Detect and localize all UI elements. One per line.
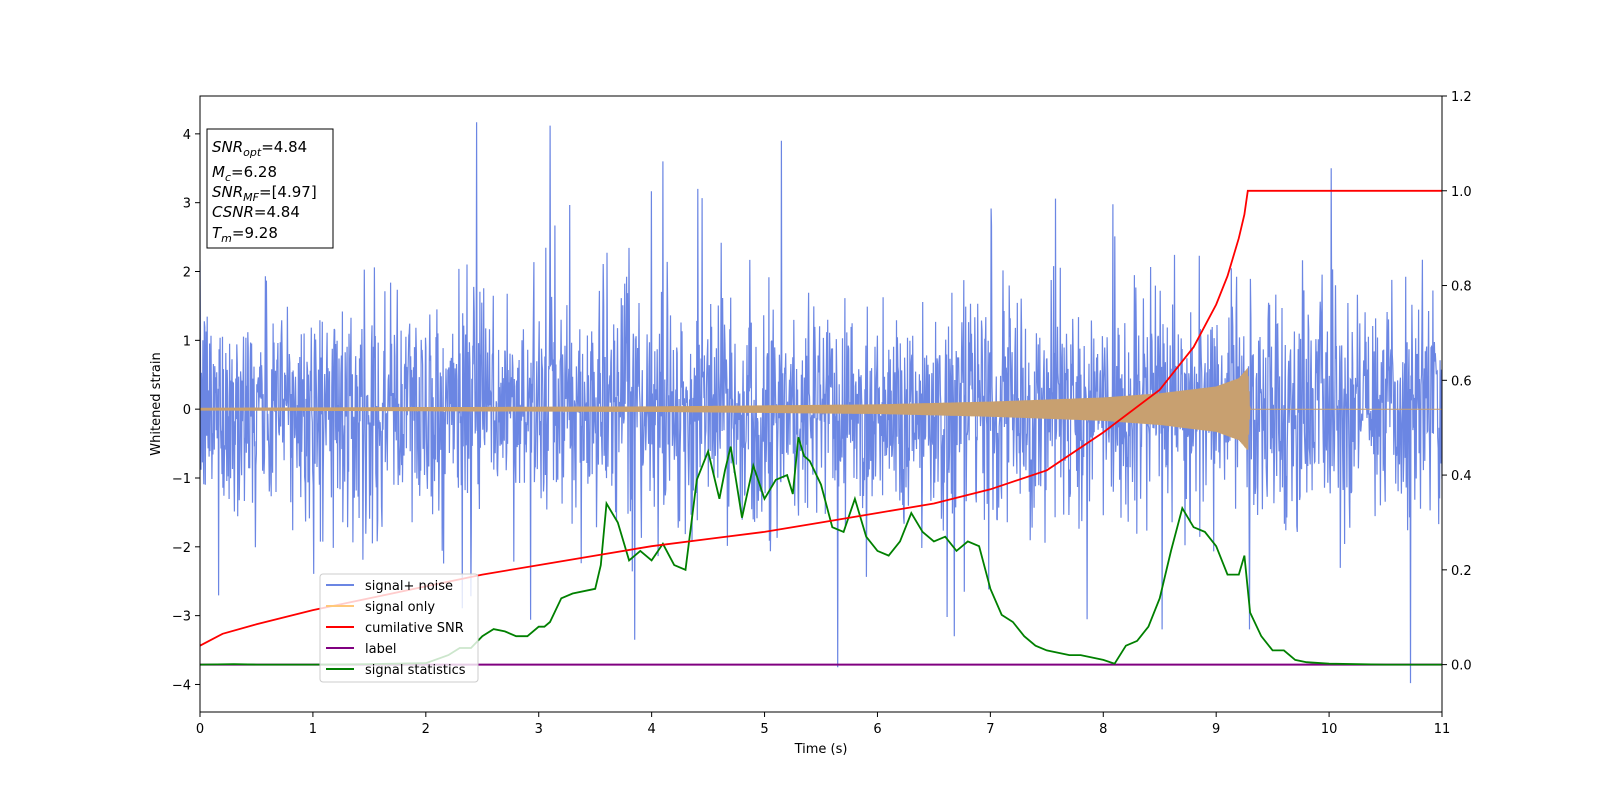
x-tick-label: 4	[647, 722, 655, 737]
x-tick-label: 8	[1099, 722, 1107, 737]
x-tick-label: 7	[986, 722, 994, 737]
info-snr-opt-value: 4.84	[274, 138, 307, 156]
info-mc-value: 6.28	[244, 163, 277, 181]
y-left-tick-label: −1	[172, 472, 191, 487]
legend-item-signal-statistics: signal statistics	[326, 663, 466, 678]
y-right-tick-label: 0.6	[1451, 374, 1472, 389]
legend-label: cumilative SNR	[365, 621, 464, 636]
legend-item-label: label	[326, 642, 396, 657]
legend-label: signal+ noise	[365, 579, 453, 594]
x-tick-label: 2	[422, 722, 430, 737]
legend-item-signal-noise: signal+ noise	[326, 579, 453, 594]
y-left-axis-ticks: 4 3 2 1 0 −1 −2 −3 −4	[172, 128, 200, 693]
x-tick-label: 9	[1212, 722, 1220, 737]
x-tick-label: 6	[873, 722, 881, 737]
legend-frame	[319, 573, 479, 683]
info-csnr-value: 4.84	[267, 203, 300, 221]
y-left-tick-label: −2	[172, 541, 191, 556]
x-axis-label: Time (s)	[794, 742, 848, 757]
info-tm-value: 9.28	[244, 224, 277, 242]
x-tick-label: 3	[535, 722, 543, 737]
y-left-tick-label: −3	[172, 610, 191, 625]
y-left-tick-label: 2	[183, 266, 191, 281]
info-snr-opt: SNRopt=4.84	[212, 138, 307, 159]
y-left-tick-label: 1	[183, 334, 191, 349]
legend-item-cumulative-snr: cumilative SNR	[326, 621, 464, 636]
y-right-axis-ticks: 1.2 1.0 0.8 0.6 0.4 0.2 0.0	[1442, 90, 1472, 674]
info-box: SNRopt=4.84 Mc=6.28 SNRMF=[4.97] CSNR=4.…	[206, 128, 334, 249]
legend: signal+ noise signal only cumilative SNR la…	[319, 573, 479, 683]
legend-label: signal statistics	[365, 663, 466, 678]
y-right-tick-label: 1.2	[1451, 90, 1472, 105]
signal-only-line	[200, 368, 1442, 450]
legend-label: label	[365, 642, 396, 657]
y-right-tick-label: 1.0	[1451, 185, 1472, 200]
y-left-tick-label: 4	[183, 128, 191, 143]
y-right-tick-label: 0.8	[1451, 280, 1472, 295]
y-right-tick-label: 0.4	[1451, 469, 1472, 484]
legend-label: signal only	[365, 600, 435, 615]
info-box-frame	[206, 128, 334, 249]
y-left-tick-label: 3	[183, 197, 191, 212]
x-tick-label: 5	[760, 722, 768, 737]
x-tick-label: 10	[1321, 722, 1338, 737]
info-csnr: CSNR=4.84	[212, 203, 300, 221]
info-mc: Mc=6.28	[212, 163, 277, 184]
axes-frame	[199, 95, 1443, 713]
info-snr-mf: SNRMF=[4.97]	[212, 183, 317, 204]
legend-item-signal-only: signal only	[326, 600, 435, 615]
x-axis-ticks: 0 1 2 3 4 5 6 7 8 9 10 11	[196, 712, 1450, 737]
y-right-tick-label: 0.2	[1451, 564, 1472, 579]
y-left-tick-label: −4	[172, 678, 191, 693]
signal-statistics-line	[200, 436, 1442, 666]
y-right-tick-label: 0.0	[1451, 659, 1472, 674]
info-tm: Tm=9.28	[212, 224, 278, 245]
info-snr-mf-value: [4.97]	[272, 183, 317, 201]
x-tick-label: 11	[1434, 722, 1451, 737]
x-tick-label: 0	[196, 722, 204, 737]
x-tick-label: 1	[309, 722, 317, 737]
y-left-tick-label: 0	[183, 403, 191, 418]
y-axis-label: Whitened strain	[149, 352, 164, 455]
